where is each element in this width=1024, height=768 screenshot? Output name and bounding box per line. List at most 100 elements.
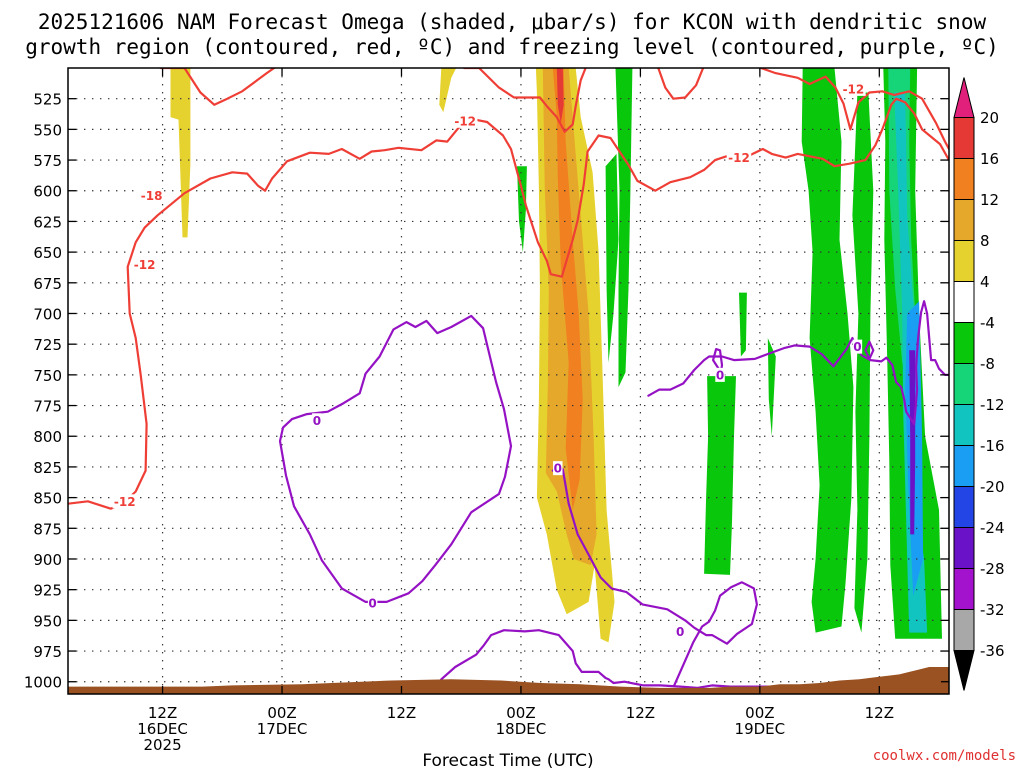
x-tick-label-6-2: 2025 <box>143 736 181 754</box>
colorbar-label-7: -12 <box>980 396 1005 414</box>
x-tick-label-66-1: 19DEC <box>735 720 786 738</box>
x-tick-label-78-0: 12Z <box>865 704 894 722</box>
colorbar-band-4 <box>954 281 974 323</box>
y-tick-label-800: 800 <box>33 428 62 446</box>
y-tick-label-675: 675 <box>33 275 62 293</box>
y-tick-label-875: 875 <box>33 520 62 538</box>
colorbar-label-4: 4 <box>980 273 990 291</box>
x-axis-label: Forecast Time (UTC) <box>422 751 593 768</box>
contour-label-11: 0 <box>853 340 861 354</box>
chart-title-line-2: growth region (contoured, red, ºC) and f… <box>25 35 999 59</box>
dendritic-contour-0 <box>68 97 949 510</box>
x-tick-label-6-1: 16DEC <box>137 720 188 738</box>
omega-region-4 <box>170 68 191 238</box>
contour-label-8: 0 <box>554 462 562 476</box>
y-tick-label-750: 750 <box>33 367 62 385</box>
freezing-level-contour-10 <box>864 340 875 360</box>
x-tick-label-18-1: 17DEC <box>257 720 308 738</box>
contour-label-3: -12 <box>454 114 476 128</box>
contour-label-5: -12 <box>843 82 865 96</box>
colorbar: 20 16 12 8 4 -4 -8 -12 -16 -20 -24 -28 -32 -36 <box>953 77 1005 691</box>
contour-label-7: 0 <box>368 597 376 611</box>
colorbar-under-arrow <box>953 650 975 691</box>
freezing-level-contour-7 <box>551 468 759 687</box>
contour-label-bg-6 <box>312 413 322 428</box>
contour-label-bg-9 <box>675 624 685 639</box>
freezing-level-contour-5 <box>278 314 513 604</box>
colorbar-band-12 <box>954 609 974 651</box>
y-tick-label-900: 900 <box>33 551 62 569</box>
contour-label-1: -12 <box>134 258 156 272</box>
colorbar-band-3 <box>954 240 974 282</box>
omega-region-minus4 <box>739 292 747 357</box>
terrain-fill <box>68 667 949 694</box>
omega-region-minus4 <box>767 338 776 437</box>
y-tick-label-725: 725 <box>33 336 62 354</box>
contour-label-bg-8 <box>553 461 563 476</box>
omega-region-minus4 <box>605 153 619 363</box>
x-tick-label-54-0: 12Z <box>626 704 655 722</box>
omega-region-20 <box>556 68 564 124</box>
colorbar-label-5: -4 <box>980 314 995 332</box>
colorbar-band-7 <box>954 404 974 446</box>
y-tick-label-775: 775 <box>33 398 62 416</box>
contour-label-bg-11 <box>852 339 863 354</box>
omega-region-minus4 <box>704 376 736 575</box>
x-tick-label-6-0: 12Z <box>148 704 177 722</box>
y-tick-label-700: 700 <box>33 305 62 323</box>
omega-shading-layer <box>170 68 942 643</box>
contour-label-bg-5 <box>841 81 866 96</box>
x-tick-label-42-0: 00Z <box>506 704 535 722</box>
omega-region-minus24 <box>909 350 916 535</box>
colorbar-band-2 <box>954 199 974 241</box>
omega-region-minus4 <box>615 68 633 388</box>
x-tick-label-66-0: 00Z <box>745 704 774 722</box>
omega-region-4 <box>439 68 457 113</box>
x-tick-label-42-1: 18DEC <box>496 720 547 738</box>
chart-title-line-1: 2025121606 NAM Forecast Omega (shaded, μ… <box>38 10 987 34</box>
colorbar-label-1: 16 <box>980 150 999 168</box>
dendritic-contour-1 <box>159 68 276 106</box>
dendritic-contour-4 <box>759 68 949 151</box>
terrain-layer <box>68 667 949 694</box>
freezing-level-contour-8 <box>647 300 949 426</box>
contour-label-bg-0 <box>139 188 164 203</box>
contour-label-bg-2 <box>112 494 137 509</box>
colorbar-label-10: -24 <box>980 519 1005 537</box>
colorbar-band-8 <box>954 445 974 487</box>
y-tick-label-550: 550 <box>33 121 62 139</box>
colorbar-label-12: -32 <box>980 601 1005 619</box>
omega-region-12 <box>552 68 583 510</box>
colorbar-over-arrow <box>953 77 975 118</box>
colorbar-label-3: 8 <box>980 232 990 250</box>
colorbar-band-11 <box>954 568 974 610</box>
colorbar-label-11: -28 <box>980 560 1005 578</box>
dendritic-contour-3 <box>657 68 705 100</box>
y-axis: 525 550 575 600 625 650 675 700 725 750 775 800 825 8… <box>24 91 949 692</box>
colorbar-label-2: 12 <box>980 191 999 209</box>
colorbar-band-5 <box>954 322 974 364</box>
contour-label-bg-10 <box>715 367 725 382</box>
y-tick-label-575: 575 <box>33 152 62 170</box>
y-tick-label-625: 625 <box>33 213 62 231</box>
contour-label-6: 0 <box>313 414 321 428</box>
y-tick-label-600: 600 <box>33 183 62 201</box>
colorbar-label-8: -16 <box>980 437 1005 455</box>
y-tick-label-650: 650 <box>33 244 62 262</box>
colorbar-band-10 <box>954 527 974 569</box>
y-tick-label-1000: 1000 <box>24 674 62 692</box>
colorbar-band-6 <box>954 363 974 405</box>
y-tick-label-925: 925 <box>33 582 62 600</box>
contour-label-9: 0 <box>676 625 684 639</box>
plot-frame <box>67 67 950 695</box>
contour-label-bg-1 <box>132 257 157 272</box>
y-tick-label-850: 850 <box>33 490 62 508</box>
contour-label-0: -18 <box>141 189 163 203</box>
contour-label-bg-3 <box>452 113 478 128</box>
colorbar-band-1 <box>954 158 974 200</box>
colorbar-band-9 <box>954 486 974 528</box>
x-tick-label-18-0: 00Z <box>267 704 296 722</box>
colorbar-label-6: -8 <box>980 355 995 373</box>
